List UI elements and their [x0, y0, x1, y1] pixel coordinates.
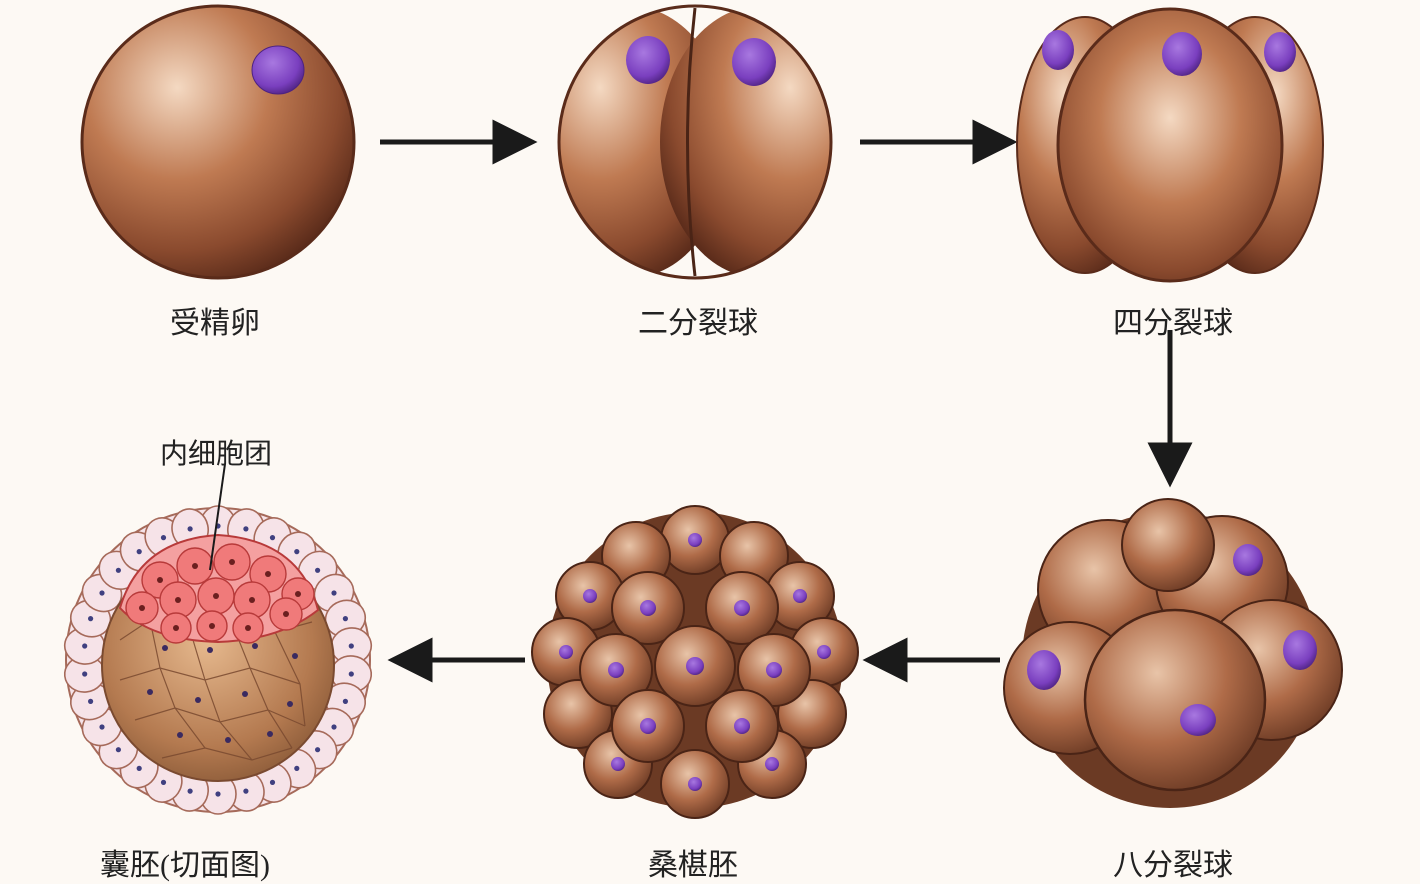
stage-blastocyst — [63, 464, 373, 814]
label-four-cell: 四分裂球 — [1113, 298, 1233, 342]
label-eight-cell: 八分裂球 — [1113, 840, 1233, 884]
stage-eight-cell — [1004, 499, 1342, 808]
label-two-cell: 二分裂球 — [638, 298, 758, 342]
label-blastocyst: 囊胚(切面图) — [100, 840, 270, 884]
stage-zygote — [82, 6, 354, 278]
stage-morula — [532, 506, 858, 818]
stage-two-cell — [530, 6, 860, 278]
label-morula: 桑椹胚 — [648, 840, 738, 884]
label-zygote: 受精卵 — [170, 298, 260, 342]
stage-four-cell — [1017, 9, 1323, 281]
label-inner-cell-mass: 内细胞团 — [160, 432, 272, 472]
